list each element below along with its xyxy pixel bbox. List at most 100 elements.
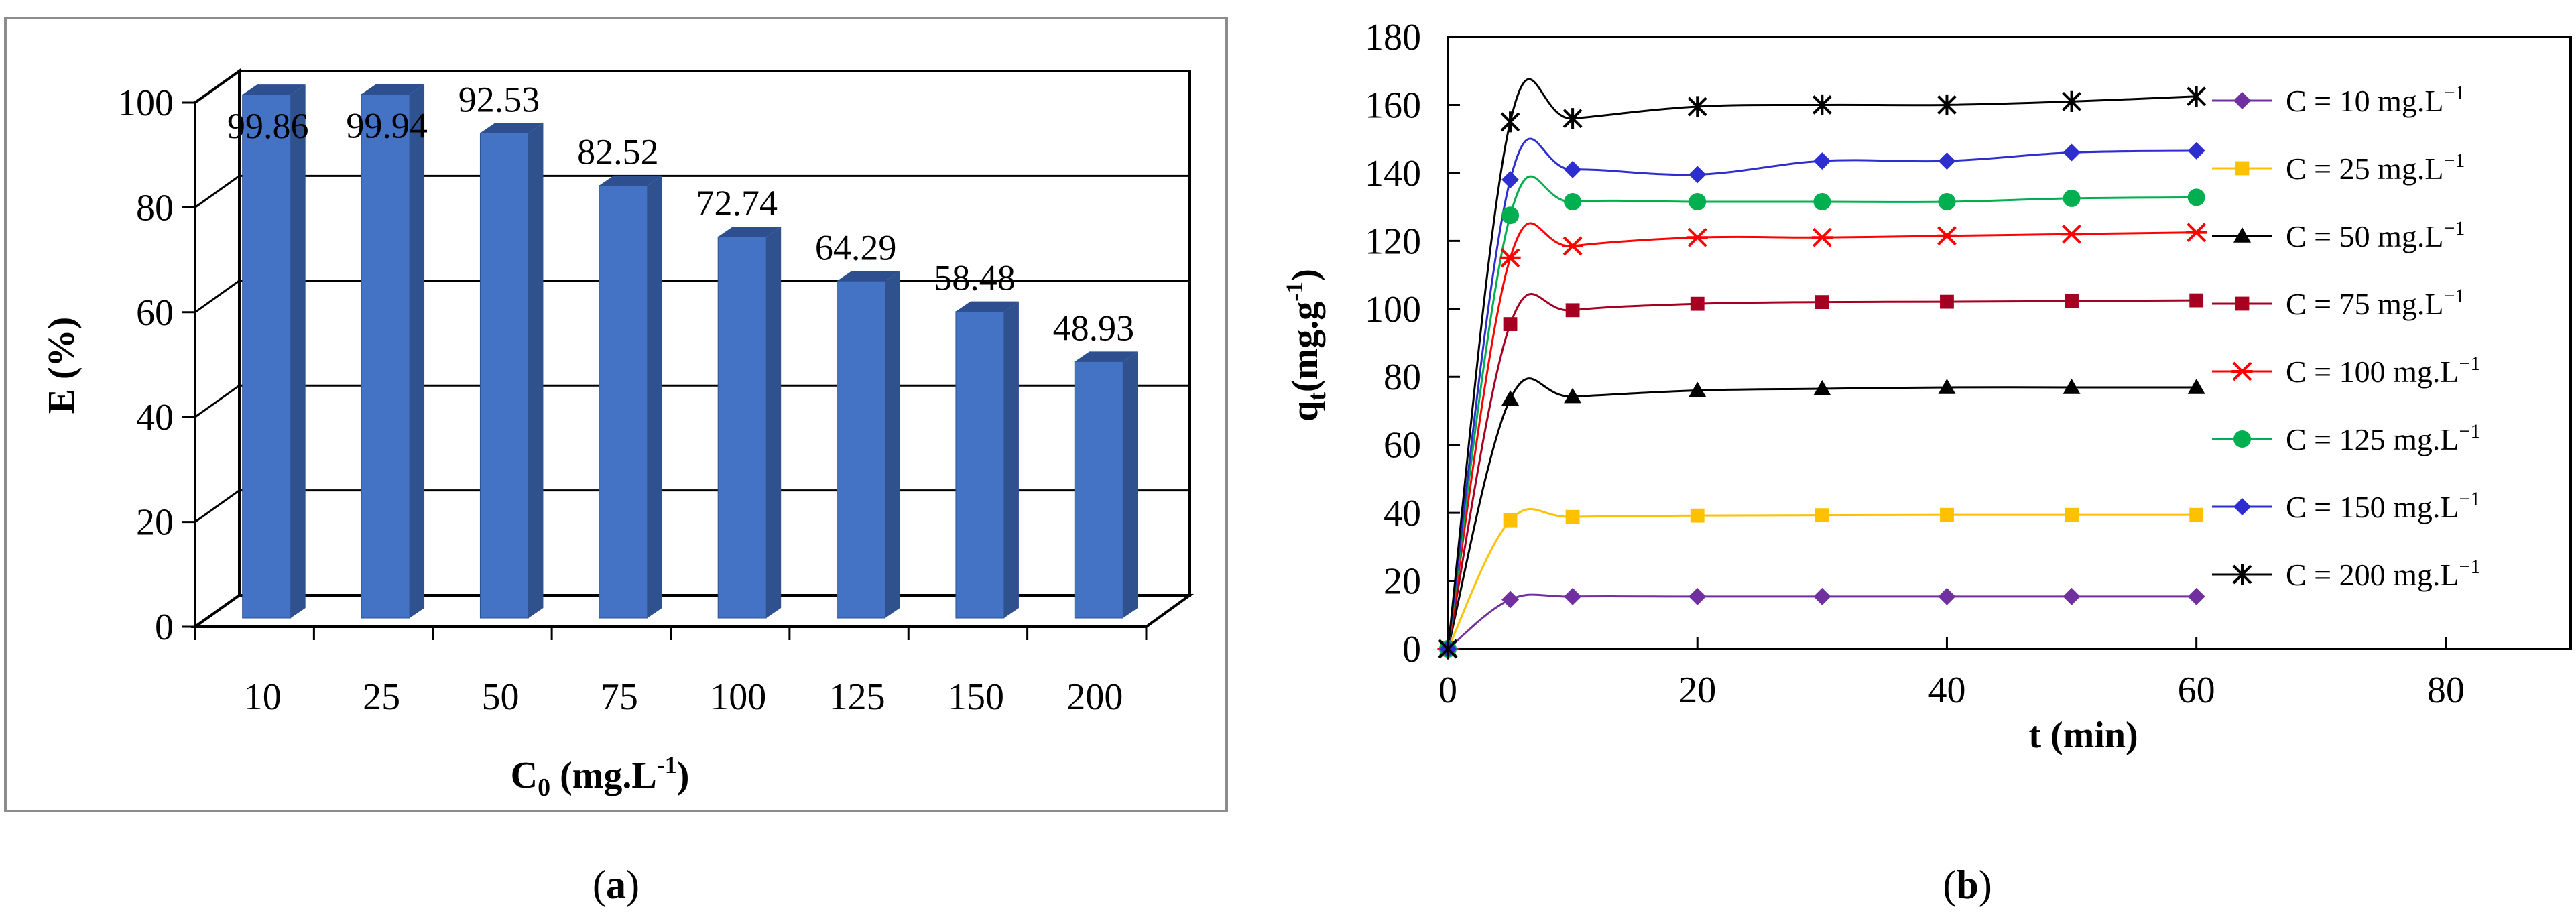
x-tick-label: 125	[829, 676, 885, 718]
bar	[599, 185, 648, 619]
bar-side	[1003, 301, 1019, 618]
marker-diamond	[2233, 498, 2251, 515]
x-tick-label: 50	[481, 676, 519, 718]
x-tick-label: 75	[601, 676, 638, 718]
marker-triangle	[1689, 381, 1707, 397]
marker-diamond	[1813, 152, 1831, 170]
marker-star	[2062, 90, 2081, 112]
marker-asterisk	[1562, 236, 1583, 256]
bar-side	[290, 84, 306, 619]
marker-triangle	[2187, 378, 2205, 394]
y-ticks: 0 20 40 60 80 100	[117, 82, 195, 648]
data-label: 92.53	[458, 79, 540, 119]
y-tick-label: 100	[117, 82, 174, 124]
marker-star	[2232, 564, 2252, 585]
x-ticks: 0 20 40 60 80	[1438, 637, 2465, 711]
marker-circle	[1938, 193, 1956, 211]
marker-circle	[1689, 193, 1707, 211]
y-tick-label: 60	[136, 292, 174, 334]
series-markers	[1437, 86, 2207, 660]
marker-diamond	[1501, 591, 1520, 609]
bar	[717, 236, 767, 619]
marker-diamond	[1689, 587, 1707, 605]
y-tick-label: 100	[1365, 289, 1421, 330]
marker-star	[2187, 86, 2207, 107]
marker-diamond	[1938, 152, 1956, 170]
y-tick-label: 0	[1402, 629, 1421, 670]
marker-diamond	[1564, 160, 1582, 178]
marker-square	[1940, 507, 1954, 522]
marker-circle	[1813, 193, 1831, 211]
gridlines	[194, 70, 1190, 523]
bar	[361, 93, 410, 619]
bar-side	[410, 84, 425, 619]
marker-square	[1815, 295, 1829, 310]
marker-asterisk	[2186, 223, 2207, 243]
gridline	[194, 174, 1190, 208]
x-tick-label: 25	[363, 676, 400, 718]
bars	[242, 84, 1138, 619]
bar-side	[1123, 351, 1138, 618]
marker-diamond	[1689, 166, 1707, 184]
y-tick-label: 180	[1365, 17, 1421, 58]
y-tick-label: 0	[155, 607, 174, 648]
marker-circle	[2187, 188, 2205, 206]
marker-circle	[2233, 430, 2251, 448]
y-tick-label: 40	[1384, 493, 1421, 534]
y-tick-label: 60	[1384, 425, 1421, 467]
data-label: 99.94	[346, 105, 428, 145]
marker-star	[1687, 96, 1707, 117]
bar	[837, 280, 886, 619]
x-axis-label: C0 (mg.L-1)	[511, 751, 690, 802]
data-label: 72.74	[696, 183, 778, 223]
line-chart-panel: 0 20 40 60 80 100 120 140 160 180 0 20 40 60 80 C = 1…	[1281, 17, 2572, 907]
legend-label: C = 100 mg.L−1	[2286, 353, 2480, 389]
marker-square	[1503, 317, 1518, 332]
bar-top	[599, 175, 662, 186]
marker-circle	[2063, 189, 2081, 207]
marker-triangle	[1501, 390, 1520, 406]
series-line	[1447, 377, 2197, 650]
series-lines	[1447, 78, 2197, 650]
marker-asterisk	[1499, 248, 1521, 268]
marker-diamond	[1938, 587, 1956, 605]
legend-label: C = 125 mg.L−1	[2286, 420, 2480, 456]
y-tick-label: 120	[1365, 221, 1421, 262]
y-tick-label: 20	[1384, 561, 1421, 603]
marker-triangle	[2233, 227, 2251, 243]
bar-top	[837, 271, 900, 282]
legend-label: C = 50 mg.L−1	[2286, 217, 2465, 253]
bar-side	[885, 271, 900, 618]
y-tick-label: 140	[1365, 153, 1421, 194]
bar-top	[718, 227, 782, 237]
bar-top	[242, 84, 306, 95]
x-tick-label: 40	[1928, 670, 1965, 711]
x-tick-label: 60	[2178, 670, 2215, 711]
marker-diamond	[2187, 141, 2205, 160]
marker-square	[1690, 508, 1705, 523]
y-ticks: 0 20 40 60 80 100 120 140 160 180	[1365, 17, 1460, 670]
marker-square	[1690, 296, 1705, 311]
marker-diamond	[1813, 587, 1831, 605]
data-label: 82.52	[577, 132, 659, 172]
y-tick-label: 160	[1365, 84, 1421, 126]
floor	[190, 594, 1194, 628]
marker-square	[2065, 507, 2079, 522]
series-line	[1447, 293, 2197, 650]
legend: C = 10 mg.L−1 C = 25 mg.L−1 C = 50 mg.L−1 C…	[2212, 82, 2480, 592]
y-axis-label: E (%)	[41, 317, 82, 414]
series-line	[1447, 78, 2197, 650]
data-label: 48.93	[1053, 308, 1135, 348]
x-tick-label: 150	[948, 676, 1004, 718]
y-axis-label: qt(mg.g-1)	[1281, 269, 1331, 422]
value-labels: 99.86 99.94 92.53 82.52 72.74 64.29 58.48 48.93	[227, 79, 1134, 348]
gridline	[194, 70, 1190, 104]
marker-diamond	[2233, 92, 2251, 109]
data-label: 64.29	[815, 227, 897, 267]
marker-asterisk	[1811, 227, 1833, 247]
plot-area	[1447, 36, 2572, 650]
panel-label-a: (a)	[593, 863, 639, 907]
marker-square	[1815, 508, 1829, 523]
